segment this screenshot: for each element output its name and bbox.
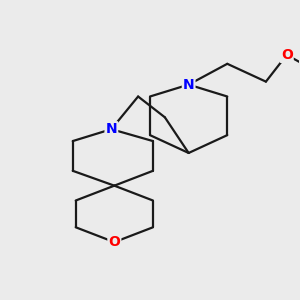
Text: N: N [183, 78, 194, 92]
Text: O: O [108, 235, 120, 249]
Text: O: O [281, 48, 293, 62]
Text: N: N [106, 122, 117, 136]
